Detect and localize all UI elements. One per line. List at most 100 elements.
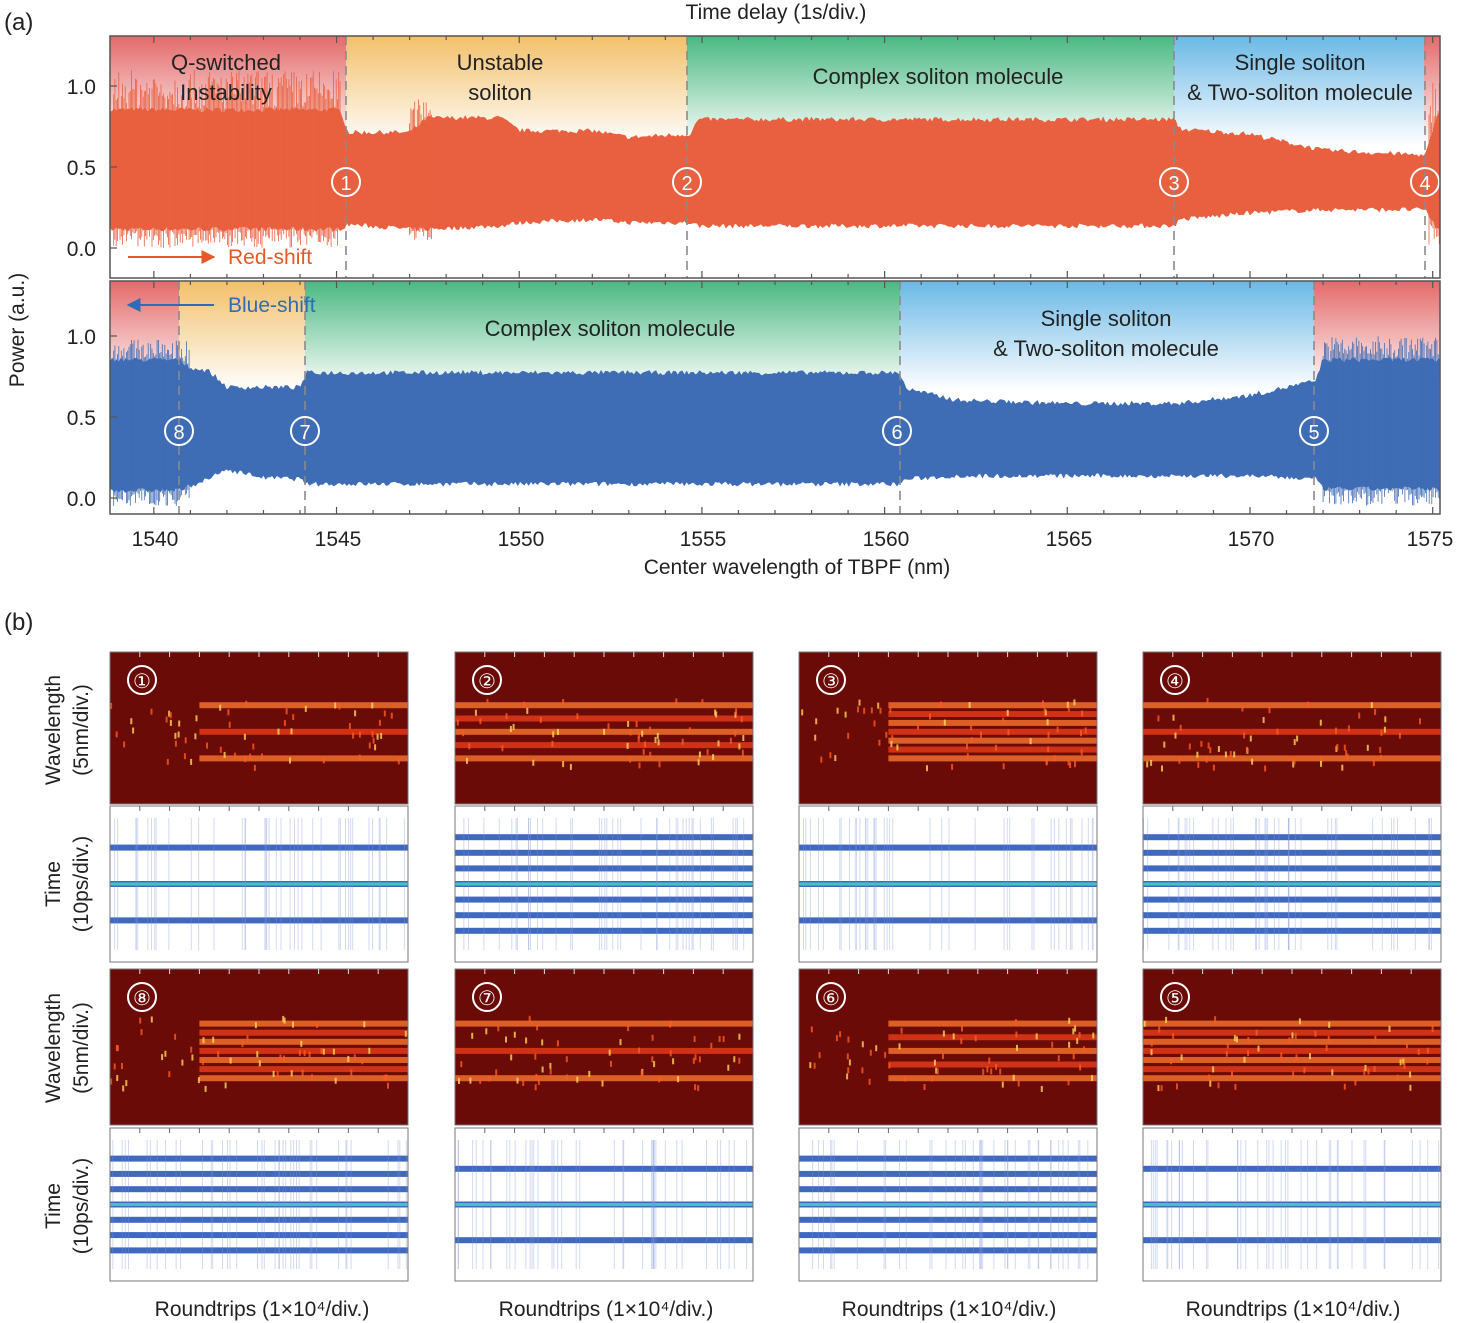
spectral-speckle [675,698,678,705]
spectral-speckle [469,1077,472,1084]
spectral-speckle [1372,760,1375,767]
spectral-band [455,1020,753,1027]
subpanel-marker-2-0: ⑧ [133,988,151,1010]
noise-stripe [561,1140,563,1269]
pulse-trace [455,896,753,903]
noise-stripe [617,818,619,950]
noise-stripe [352,818,354,950]
subpanel-marker-2-3: ⑤ [1166,988,1184,1010]
noise-stripe [699,818,701,950]
spectral-speckle [486,698,489,705]
spectral-speckle [1399,1059,1402,1066]
noise-stripe [516,818,518,950]
spectral-speckle [669,1021,671,1028]
noise-stripe [1258,818,1260,950]
noise-stripe [1438,1140,1440,1269]
noise-stripe [1156,1140,1158,1269]
spectral-speckle [385,1074,388,1081]
noise-stripe [1050,1140,1052,1269]
spectral-speckle [562,761,565,768]
noise-stripe [856,818,857,950]
spectral-speckle [183,753,186,760]
spectral-speckle [332,1048,335,1055]
spectral-speckle [629,756,632,763]
noise-stripe [1050,818,1052,950]
noise-stripe [1189,818,1191,950]
noise-stripe [294,818,295,950]
lower-dividers [178,281,1315,514]
noise-stripe [553,1140,555,1269]
noise-stripe [1004,1140,1006,1269]
noise-stripe [1255,818,1257,950]
spectral-speckle [371,731,374,738]
noise-stripe [525,1140,527,1269]
spectral-map-bg [1143,969,1441,1125]
spectral-speckle [974,1035,977,1042]
noise-stripe [728,1140,730,1269]
spectral-speckle [219,704,222,711]
spectral-speckle [658,761,661,768]
spectral-speckle [1163,741,1166,748]
spectral-speckle [177,731,180,738]
roundtrips-label-1: Roundtrips (1×10⁴/div.) [155,1298,370,1321]
spectral-speckle [468,743,471,750]
spectral-speckle [1328,1021,1331,1028]
spectral-speckle [888,1062,891,1069]
noise-stripe [849,818,850,950]
temporal-map-r1-c2 [798,805,1098,963]
spectral-speckle [1294,1033,1297,1040]
spectral-speckle [1015,1031,1018,1038]
noise-stripe [236,1140,238,1269]
spectral-speckle [712,754,715,761]
spectral-speckle [1042,700,1044,707]
svg-text:Time: Time [42,1183,65,1229]
noise-stripe [149,1140,151,1269]
spectral-speckle [1079,1064,1082,1071]
spectral-speckle [261,753,263,760]
noise-stripe [640,818,642,950]
noise-stripe [175,1140,177,1269]
spectral-speckle [165,716,168,723]
spectral-band [888,746,1097,753]
pulse-trace [1143,896,1441,903]
noise-stripe [716,1140,718,1269]
spectral-speckle [1327,1035,1330,1042]
noise-stripe [1154,1140,1156,1269]
noise-stripe [865,818,867,950]
spectral-speckle [877,702,880,709]
spectral-speckle [462,730,465,737]
noise-stripe [1003,818,1005,950]
spectral-speckle [847,1036,850,1043]
noise-stripe [706,1140,707,1269]
spectral-speckle [1366,744,1369,751]
svg-text:1: 1 [340,173,351,195]
spectral-speckle [283,1017,286,1024]
spectral-speckle [301,1069,304,1076]
noise-stripe [867,818,869,950]
spectral-speckle [672,1058,675,1065]
noise-stripe [128,1140,129,1269]
noise-stripe [372,818,373,950]
noise-stripe [675,818,677,950]
noise-stripe [1092,818,1094,950]
svg-text:Wavelength: Wavelength [42,675,65,785]
noise-stripe [528,818,530,950]
spectral-speckle [898,1043,901,1050]
spectral-speckle [485,1028,488,1035]
spectral-speckle [1431,1026,1434,1033]
spectral-speckle [289,757,291,764]
spectral-speckle [1343,744,1346,751]
x-tick-1555: 1555 [680,528,727,551]
spectral-speckle [1243,1056,1246,1063]
spectral-speckle [1207,742,1210,749]
noise-stripe [268,818,270,950]
spectral-speckle [510,1054,513,1061]
spectral-speckle [460,1061,463,1068]
spectral-speckle [608,1049,611,1056]
spectral-speckle [742,735,745,741]
spectral-speckle [651,1056,654,1063]
spectral-band [455,742,753,749]
spectral-speckle [1172,714,1175,721]
spectral-speckle [1053,755,1056,762]
noise-stripe [1414,818,1416,950]
